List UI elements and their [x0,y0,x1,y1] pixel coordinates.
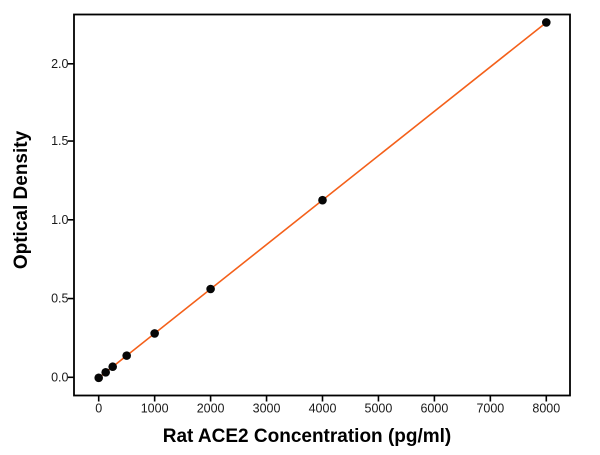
svg-text:2000: 2000 [197,402,225,416]
svg-text:7000: 7000 [476,402,504,416]
svg-text:0.5: 0.5 [51,292,68,306]
svg-text:1.5: 1.5 [51,134,68,148]
svg-text:2.0: 2.0 [51,57,68,71]
svg-text:Rat ACE2 Concentration (pg/ml): Rat ACE2 Concentration (pg/ml) [163,426,452,447]
svg-text:0.0: 0.0 [51,370,68,384]
svg-text:4000: 4000 [309,402,337,416]
svg-text:8000: 8000 [532,402,560,416]
svg-text:3000: 3000 [253,402,281,416]
svg-text:0: 0 [95,402,102,416]
svg-text:Optical Density: Optical Density [11,130,32,269]
svg-text:1000: 1000 [141,402,169,416]
svg-text:5000: 5000 [365,402,393,416]
svg-text:1.0: 1.0 [51,213,68,227]
svg-text:6000: 6000 [420,402,448,416]
